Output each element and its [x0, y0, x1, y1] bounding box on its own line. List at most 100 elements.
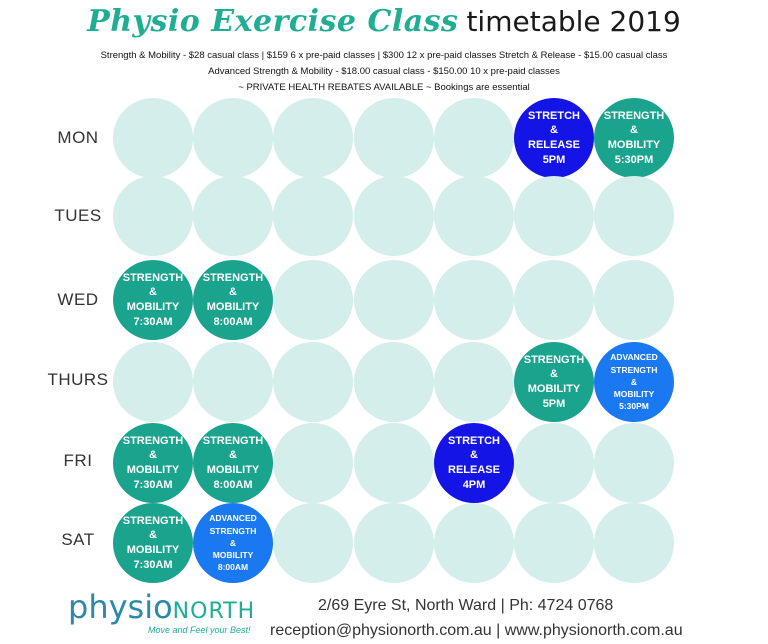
contact-line: reception@physionorth.com.au | www.physi… — [270, 622, 683, 639]
empty-slot-circle — [514, 503, 594, 583]
class-label-line: & — [229, 286, 237, 299]
class-circle-strength-fri: STRENGTH & MOBILITY 8:00AM — [193, 423, 273, 503]
logo-tagline: Move and Feel your Best! — [148, 625, 251, 635]
empty-slot-circle — [273, 503, 353, 583]
class-label-line: RELEASE — [448, 464, 500, 476]
class-label-line: MOBILITY — [206, 464, 260, 476]
class-circle-strength-fri: STRENGTH & MOBILITY 7:30AM — [113, 423, 193, 503]
class-label-line: MOBILITY — [126, 301, 180, 313]
empty-slot-circle — [354, 423, 434, 503]
class-label-line: 5:30PM — [614, 153, 654, 166]
class-circle-strength-thurs: STRENGTH & MOBILITY 5PM — [514, 342, 594, 422]
empty-slot-circle — [273, 260, 353, 340]
class-label: STRETCH & RELEASE 4PM — [448, 434, 500, 492]
class-circle-advanced-sat: ADVANCED STRENGTH & MOBILITY 8:00AM — [193, 503, 273, 583]
class-label-line: 7:30AM — [133, 478, 173, 491]
day-label-sat: SAT — [61, 530, 95, 549]
class-label: STRENGTH & MOBILITY 8:00AM — [203, 271, 264, 329]
empty-slot-circle — [594, 423, 674, 503]
day-label-wed: WED — [57, 290, 99, 309]
class-label-line: MOBILITY — [206, 301, 260, 313]
empty-slot-circle — [354, 98, 434, 178]
class-circle-stretch-fri: STRETCH & RELEASE 4PM — [434, 423, 514, 503]
class-label-line: 5:30PM — [619, 401, 649, 412]
empty-slot-circle — [514, 260, 594, 340]
class-label-line: MOBILITY — [613, 389, 655, 400]
class-label-line: 5PM — [542, 153, 566, 166]
class-label-line: & — [149, 449, 157, 462]
empty-slot-circle — [273, 342, 353, 422]
class-label-line: & — [229, 449, 237, 462]
empty-slot-circle — [594, 503, 674, 583]
empty-slot-circle — [193, 176, 273, 256]
class-label-line: & — [470, 449, 478, 462]
class-circle-strength-mon: STRENGTH & MOBILITY 5:30PM — [594, 98, 674, 178]
class-label-line: STRETCH — [528, 109, 580, 122]
day-label-mon: MON — [57, 128, 99, 147]
empty-slot-circle — [434, 260, 514, 340]
class-label: ADVANCED STRENGTH & MOBILITY 8:00AM — [209, 512, 257, 574]
class-label-line: MOBILITY — [527, 383, 581, 395]
class-label-line: MOBILITY — [126, 544, 180, 556]
class-label-line: ADVANCED — [610, 352, 658, 363]
empty-slot-circle — [354, 503, 434, 583]
class-label-line: & — [550, 368, 558, 381]
class-label: STRENGTH & MOBILITY 7:30AM — [123, 271, 184, 329]
class-label-line: STRENGTH — [122, 434, 184, 447]
empty-slot-circle — [273, 98, 353, 178]
class-label-line: 5PM — [542, 397, 566, 410]
class-label: STRENGTH & MOBILITY 7:30AM — [123, 434, 184, 492]
class-label: ADVANCED STRENGTH & MOBILITY 5:30PM — [610, 351, 658, 413]
class-circle-strength-wed: STRENGTH & MOBILITY 7:30AM — [113, 260, 193, 340]
logo-north-text: NORTH — [172, 599, 256, 624]
class-label-line: MOBILITY — [212, 550, 254, 561]
empty-slot-circle — [193, 342, 273, 422]
title-script: Physio Exercise Class — [87, 4, 459, 39]
class-label-line: & — [630, 376, 638, 387]
empty-slot-circle — [193, 98, 273, 178]
empty-slot-circle — [434, 98, 514, 178]
class-label-line: ADVANCED — [209, 513, 257, 524]
logo-physio-text: physio — [68, 588, 173, 626]
class-label: STRENGTH & MOBILITY 5:30PM — [604, 109, 665, 167]
class-label: STRETCH & RELEASE 5PM — [528, 109, 580, 167]
empty-slot-circle — [273, 423, 353, 503]
class-label-line: MOBILITY — [607, 139, 661, 151]
empty-slot-circle — [113, 98, 193, 178]
page-title: Physio Exercise Class timetable 2019 — [0, 4, 768, 39]
empty-slot-circle — [354, 260, 434, 340]
class-label-line: 7:30AM — [133, 558, 173, 571]
class-label-line: & — [149, 529, 157, 542]
class-label-line: STRENGTH — [122, 271, 184, 284]
empty-slot-circle — [273, 176, 353, 256]
class-circle-stretch-mon: STRETCH & RELEASE 5PM — [514, 98, 594, 178]
class-label-line: STRENGTH — [209, 525, 257, 536]
class-label-line: STRENGTH — [603, 109, 665, 122]
class-label-line: & — [630, 124, 638, 137]
class-label-line: 8:00AM — [217, 562, 249, 573]
physionorth-logo: physioNORTH — [68, 588, 255, 626]
class-label-line: STRETCH — [448, 434, 500, 447]
day-label-thurs: THURS — [47, 370, 109, 389]
title-plain: timetable 2019 — [466, 5, 681, 38]
class-circle-strength-wed: STRENGTH & MOBILITY 8:00AM — [193, 260, 273, 340]
empty-slot-circle — [434, 342, 514, 422]
class-label-line: 8:00AM — [213, 315, 253, 328]
class-label-line: 8:00AM — [213, 478, 253, 491]
class-label-line: 7:30AM — [133, 315, 173, 328]
pricing-line-1: Strength & Mobility - $28 casual class |… — [100, 50, 668, 61]
class-label-line: STRENGTH — [523, 353, 585, 366]
class-label-line: MOBILITY — [126, 464, 180, 476]
empty-slot-circle — [354, 176, 434, 256]
day-label-tues: TUES — [54, 206, 102, 225]
class-label: STRENGTH & MOBILITY 7:30AM — [123, 514, 184, 572]
empty-slot-circle — [594, 260, 674, 340]
class-label-line: & — [149, 286, 157, 299]
address-line: 2/69 Eyre St, North Ward | Ph: 4724 0768 — [318, 597, 614, 614]
class-circle-advanced-thurs: ADVANCED STRENGTH & MOBILITY 5:30PM — [594, 342, 674, 422]
empty-slot-circle — [434, 176, 514, 256]
class-label-line: 4PM — [462, 478, 486, 491]
pricing-line-2: Advanced Strength & Mobility - $18.00 ca… — [208, 66, 560, 77]
class-label-line: STRENGTH — [610, 364, 658, 375]
class-label: STRENGTH & MOBILITY 5PM — [524, 353, 585, 411]
